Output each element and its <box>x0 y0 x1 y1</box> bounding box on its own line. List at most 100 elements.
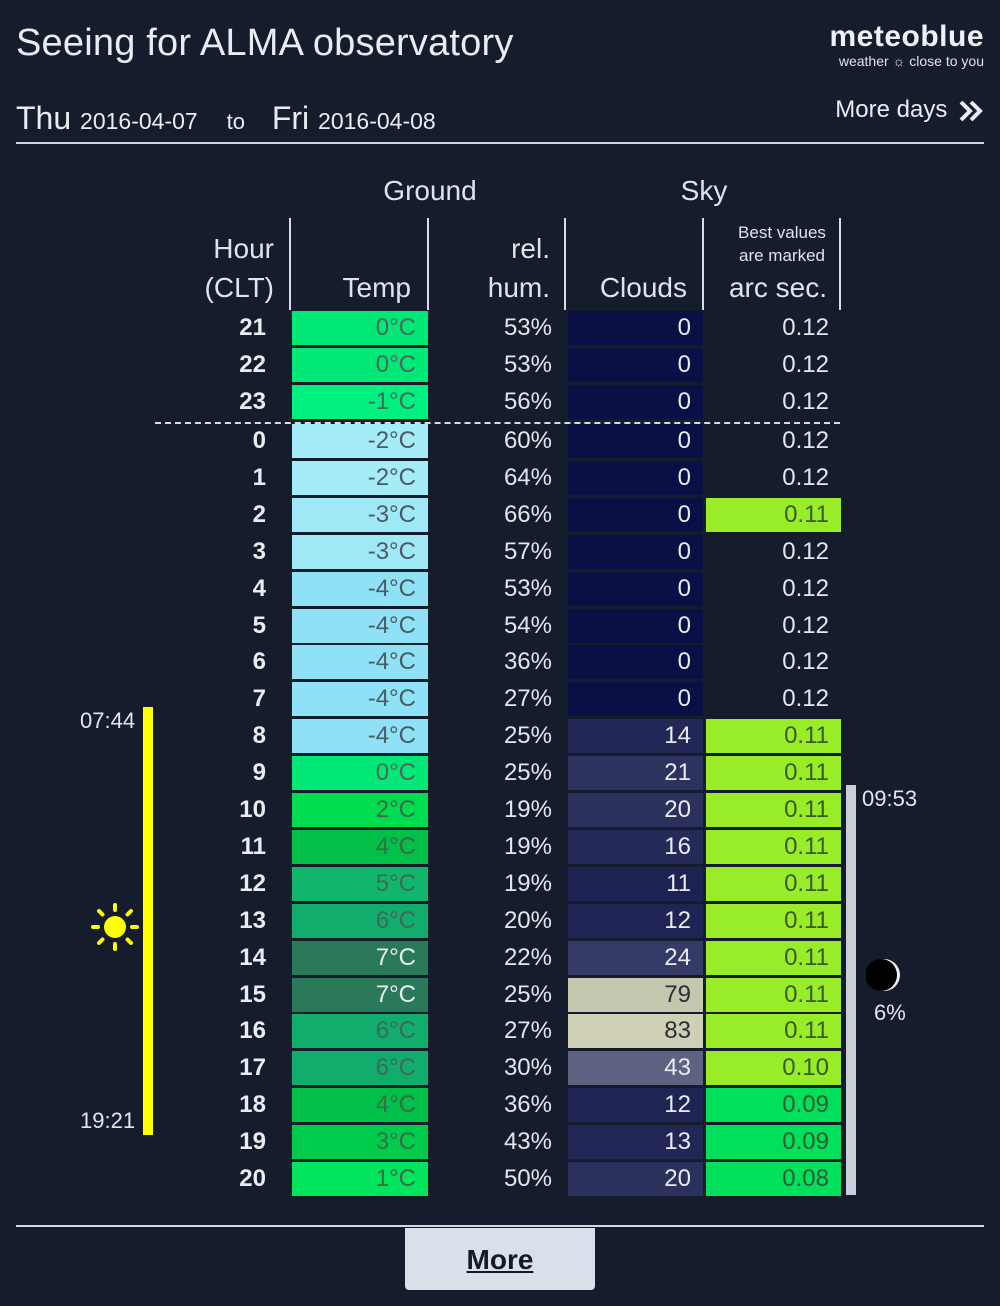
seeing-cell: 0.12 <box>706 348 841 382</box>
clouds-cell: 83 <box>568 1014 703 1048</box>
temp-cell: -4°C <box>292 572 428 606</box>
daylight-bar <box>143 707 153 1135</box>
temp-cell: 4°C <box>292 1088 428 1122</box>
moonrise-time: 09:53 <box>862 786 917 812</box>
seeing-cell: 0.11 <box>706 756 841 790</box>
seeing-cell: 0.11 <box>706 978 841 1012</box>
logo-name: meteoblue <box>829 22 984 52</box>
humidity-cell: 36% <box>430 645 564 679</box>
seeing-cell: 0.11 <box>706 867 841 901</box>
page-title: Seeing for ALMA observatory <box>16 22 514 65</box>
humidity-cell: 54% <box>430 609 564 643</box>
seeing-cell: 0.12 <box>706 682 841 716</box>
hour-cell: 7 <box>150 682 278 716</box>
clouds-cell: 43 <box>568 1051 703 1085</box>
clouds-cell: 0 <box>568 682 703 716</box>
to-label: to <box>227 109 245 134</box>
more-days-label: More days <box>835 96 947 123</box>
temp-cell: 5°C <box>292 867 428 901</box>
temp-cell: 6°C <box>292 904 428 938</box>
hour-cell: 23 <box>150 385 278 419</box>
hour-cell: 12 <box>150 867 278 901</box>
humidity-cell: 25% <box>430 978 564 1012</box>
temp-cell: 6°C <box>292 1051 428 1085</box>
double-chevron-right-icon <box>958 99 984 123</box>
temp-cell: 4°C <box>292 830 428 864</box>
temp-cell: -1°C <box>292 385 428 419</box>
temp-cell: -3°C <box>292 498 428 532</box>
humidity-cell: 22% <box>430 941 564 975</box>
hour-cell: 2 <box>150 498 278 532</box>
humidity-cell: 27% <box>430 1014 564 1048</box>
header-separator <box>564 218 566 310</box>
seeing-cell: 0.12 <box>706 311 841 345</box>
temp-cell: 1°C <box>292 1162 428 1196</box>
meteoblue-logo[interactable]: meteoblue weather ☼ close to you <box>829 22 984 69</box>
humidity-cell: 30% <box>430 1051 564 1085</box>
seeing-cell: 0.11 <box>706 830 841 864</box>
temp-cell: 0°C <box>292 348 428 382</box>
humidity-cell: 19% <box>430 867 564 901</box>
temp-cell: -4°C <box>292 609 428 643</box>
clouds-cell: 21 <box>568 756 703 790</box>
humidity-cell: 36% <box>430 1088 564 1122</box>
more-button[interactable]: More <box>405 1228 595 1290</box>
humidity-cell: 20% <box>430 904 564 938</box>
clouds-cell: 0 <box>568 609 703 643</box>
humidity-cell: 56% <box>430 385 564 419</box>
clouds-cell: 13 <box>568 1125 703 1159</box>
seeing-cell: 0.11 <box>706 1014 841 1048</box>
hour-cell: 22 <box>150 348 278 382</box>
humidity-cell: 64% <box>430 461 564 495</box>
seeing-cell: 0.12 <box>706 385 841 419</box>
sunset-time: 19:21 <box>80 1108 135 1134</box>
logo-tagline: weather ☼ close to you <box>829 53 984 69</box>
more-days-link[interactable]: More days <box>835 96 984 124</box>
hour-cell: 6 <box>150 645 278 679</box>
seeing-cell: 0.12 <box>706 645 841 679</box>
seeing-note-line1: Best values <box>706 221 858 244</box>
clouds-cell: 0 <box>568 572 703 606</box>
hour-cell: 16 <box>150 1014 278 1048</box>
group-ground-label: Ground <box>290 175 570 207</box>
seeing-cell: 0.12 <box>706 572 841 606</box>
humidity-cell: 19% <box>430 793 564 827</box>
clouds-cell: 20 <box>568 793 703 827</box>
humidity-cell: 50% <box>430 1162 564 1196</box>
seeing-cell: 0.11 <box>706 941 841 975</box>
hour-cell: 4 <box>150 572 278 606</box>
seeing-cell: 0.12 <box>706 535 841 569</box>
col-hum-line2: hum. <box>430 268 550 308</box>
temp-cell: -2°C <box>292 461 428 495</box>
col-hum-line1: rel. <box>430 229 550 269</box>
temp-cell: 0°C <box>292 756 428 790</box>
to-day: Fri <box>272 100 309 136</box>
clouds-cell: 0 <box>568 385 703 419</box>
header-separator <box>839 218 841 310</box>
clouds-cell: 0 <box>568 645 703 679</box>
clouds-cell: 20 <box>568 1162 703 1196</box>
humidity-cell: 25% <box>430 719 564 753</box>
hour-cell: 21 <box>150 311 278 345</box>
hour-cell: 13 <box>150 904 278 938</box>
temp-cell: -2°C <box>292 424 428 458</box>
header-separator <box>427 218 429 310</box>
from-date: 2016-04-07 <box>80 108 198 134</box>
humidity-cell: 53% <box>430 348 564 382</box>
seeing-cell: 0.09 <box>706 1088 841 1122</box>
header-divider <box>16 142 984 144</box>
humidity-cell: 57% <box>430 535 564 569</box>
seeing-cell: 0.11 <box>706 793 841 827</box>
day-separator-line <box>155 422 840 424</box>
hour-cell: 18 <box>150 1088 278 1122</box>
col-hour-line2: (CLT) <box>150 268 274 308</box>
humidity-cell: 25% <box>430 756 564 790</box>
header-separator <box>289 218 291 310</box>
clouds-cell: 12 <box>568 904 703 938</box>
temp-cell: -4°C <box>292 682 428 716</box>
from-day: Thu <box>16 100 71 136</box>
hour-cell: 1 <box>150 461 278 495</box>
hour-cell: 5 <box>150 609 278 643</box>
humidity-cell: 66% <box>430 498 564 532</box>
temp-cell: 3°C <box>292 1125 428 1159</box>
